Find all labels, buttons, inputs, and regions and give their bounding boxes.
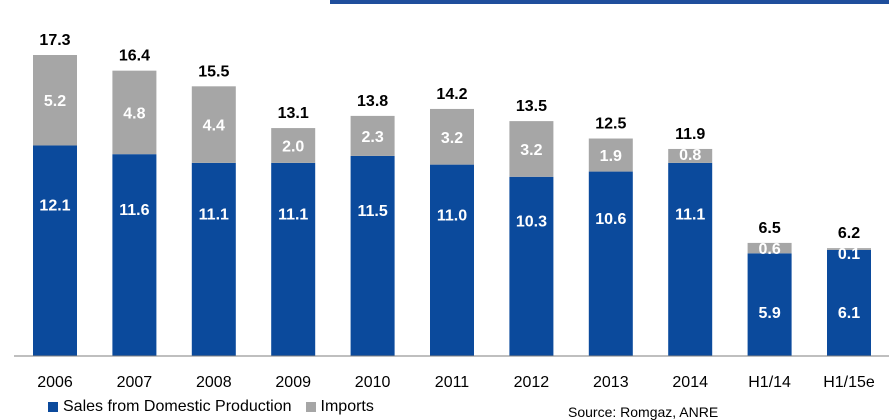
label-total-2009: 13.1 [278,105,309,122]
x-tick-2011: 2011 [435,374,470,391]
bar-imports-2012 [509,121,554,177]
label-domestic-2011: 11.0 [437,207,467,224]
label-domestic-2007: 11.6 [119,202,149,219]
label-total-H1-15e: 6.2 [838,225,860,242]
legend-label-domestic: Sales from Domestic Production [63,398,292,415]
legend-item-imports: Imports [305,398,374,416]
label-total-2012: 13.5 [516,98,547,115]
label-domestic-2006: 12.1 [39,198,70,215]
x-tick-H1-15e: H1/15e [823,374,875,391]
label-total-2007: 16.4 [119,48,150,65]
bar-domestic-2007 [112,154,157,356]
label-imports-2008: 4.4 [203,118,225,135]
bar-imports-2011 [430,108,474,165]
label-domestic-2013: 10.6 [595,211,626,228]
x-tick-2010: 2010 [355,374,391,391]
legend-label-imports: Imports [320,398,374,415]
label-imports-2011: 3.2 [441,130,463,147]
x-tick-2009: 2009 [275,374,311,391]
bar-imports-2013 [588,138,633,172]
label-domestic-2009: 11.1 [278,206,308,223]
bar-domestic-H1-14 [747,253,792,356]
legend-swatch-domestic [48,402,58,412]
bar-domestic-2012 [509,176,554,356]
x-tick-2007: 2007 [117,374,153,391]
label-imports-2012: 3.2 [520,142,542,159]
label-domestic-H1-15e: 6.1 [838,305,860,322]
bar-domestic-2006 [33,145,77,356]
label-domestic-2014: 11.1 [675,206,705,223]
label-imports-H1-15e: 0.1 [838,246,860,263]
bar-domestic-2011 [430,164,474,356]
bar-imports-H1-15e [827,248,871,250]
bar-domestic-2014 [668,162,713,356]
legend: Sales from Domestic Production Imports [48,396,388,418]
bar-imports-H1-14 [747,242,792,254]
label-imports-2009: 2.0 [282,138,304,155]
bar-domestic-2013 [588,171,633,356]
x-tick-2008: 2008 [196,374,232,391]
label-imports-2010: 2.3 [361,129,383,146]
label-imports-H1-14: 0.6 [758,241,780,258]
bar-imports-2009 [271,128,316,163]
legend-item-domestic: Sales from Domestic Production [48,398,292,416]
label-total-2010: 13.8 [357,93,388,110]
label-total-2014: 11.9 [675,126,705,143]
label-total-2008: 15.5 [198,63,229,80]
bar-domestic-2009 [271,162,316,356]
label-total-2011: 14.2 [436,86,467,103]
label-imports-2013: 1.9 [600,148,622,165]
source-note: Source: Romgaz, ANRE [568,404,719,420]
labels-layer: 12.1 5.2 17.3 11.6 4.8 16.4 11.1 4.4 15.5 11.1 2.0… [39,32,860,322]
label-total-H1-14: 6.5 [758,220,780,237]
x-tick-2014: 2014 [672,374,708,391]
bar-domestic-H1-15e [827,249,871,356]
x-tick-2012: 2012 [514,374,550,391]
label-domestic-2008: 11.1 [199,206,229,223]
bar-domestic-2010 [350,155,395,356]
x-tick-2006: 2006 [37,374,73,391]
label-domestic-2010: 11.5 [357,203,387,220]
x-tick-H1-14: H1/14 [748,374,791,391]
legend-swatch-imports [305,402,316,412]
label-total-2006: 17.3 [39,32,70,49]
bar-imports-2008 [191,86,236,163]
label-domestic-2012: 10.3 [516,213,547,230]
label-total-2013: 12.5 [595,116,626,133]
label-imports-2007: 4.8 [123,105,145,122]
bar-imports-2007 [112,70,157,155]
label-imports-2014: 0.8 [679,147,701,164]
label-domestic-H1-14: 5.9 [758,305,780,322]
top-accent-rule [330,0,889,4]
bar-domestic-2008 [191,162,236,356]
x-tick-2013: 2013 [593,374,629,391]
bar-imports-2014 [668,148,713,163]
bar-imports-2010 [350,115,395,156]
label-imports-2006: 5.2 [44,93,66,110]
x-tick-labels: 2006 2007 2008 2009 2010 2011 2012 2013 2014 H1/1… [37,374,875,391]
bars-layer [33,55,871,356]
bar-imports-2006 [33,55,77,146]
